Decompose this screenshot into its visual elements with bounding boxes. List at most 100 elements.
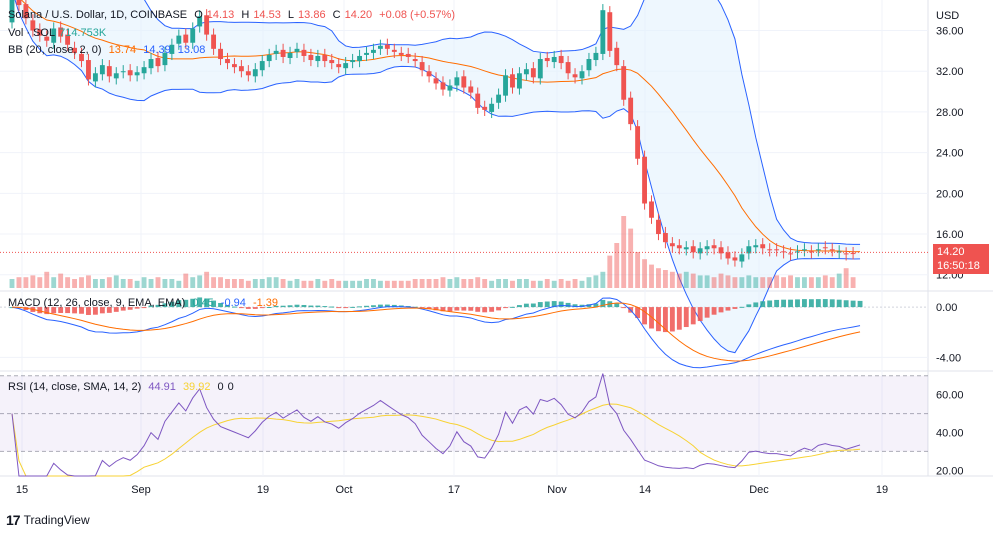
macd-hist-bar	[377, 304, 383, 308]
volume-bar	[551, 280, 557, 288]
volume-bar	[197, 275, 203, 288]
volume-bar	[517, 279, 522, 288]
time-label: 14	[639, 484, 651, 496]
price-tick-label: 28.00	[936, 107, 964, 119]
volume-bar	[510, 280, 515, 288]
volume-bar	[79, 277, 84, 288]
candle-body	[405, 53, 411, 57]
candle-body	[725, 252, 731, 259]
macd-hist-bar	[301, 304, 307, 308]
macd-hist-bar	[364, 305, 369, 308]
candle-body	[218, 48, 223, 60]
macd-hist-bar	[176, 300, 182, 308]
macd-hist-bar	[482, 307, 488, 313]
volume-bar	[544, 279, 550, 288]
time-axis: 15 Sep 19 Oct 17 Nov 14 Dec 19	[16, 484, 888, 496]
candle-body	[454, 77, 460, 86]
macd-hist-bar	[58, 307, 64, 313]
candle-body	[211, 34, 217, 49]
volume-bar	[683, 271, 689, 288]
candle-body	[475, 93, 481, 108]
macd-hist-bar	[593, 303, 599, 308]
macd-hist-bar	[537, 302, 543, 308]
candle-body	[398, 52, 404, 55]
volume-bar	[218, 277, 223, 288]
candle-body	[850, 253, 856, 255]
candle-body	[322, 54, 328, 62]
price-tick-label: 16.00	[936, 229, 964, 241]
bb-upper-value: 14.39	[143, 44, 171, 56]
candle-body	[377, 45, 383, 49]
candle-body	[537, 59, 543, 79]
candle-body	[788, 253, 793, 255]
candle-body	[635, 126, 641, 159]
volume-bar	[232, 279, 237, 288]
macd-line	[11, 297, 861, 369]
macd-hist-bar	[725, 307, 731, 311]
candle-body	[294, 48, 300, 52]
volume-bar	[51, 277, 57, 288]
candle-body	[384, 44, 390, 49]
macd-hist-bar	[697, 307, 703, 322]
volume-bar	[537, 280, 543, 288]
candle-body	[642, 156, 647, 204]
volume-bar	[398, 280, 404, 288]
high-value: 14.53	[253, 9, 281, 21]
volume-bar	[301, 280, 307, 288]
volume-bar	[238, 279, 244, 288]
macd-tick-label: -4.00	[936, 352, 961, 364]
macd-hist-bar	[419, 307, 425, 309]
volume-bar	[245, 280, 251, 288]
candle-body	[58, 27, 64, 37]
macd-hist-bar	[461, 307, 467, 311]
candle-body	[496, 94, 502, 103]
macd-hist-bar	[767, 300, 773, 308]
volume-bar	[266, 277, 272, 288]
macd-hist-bar	[732, 307, 738, 309]
volume-bar	[433, 279, 439, 288]
macd-hist-bar	[384, 304, 390, 308]
volume-bar	[656, 268, 661, 288]
bb-lower-value: 13.08	[177, 44, 206, 56]
bb-basis-value: 13.74	[108, 44, 137, 56]
candle-body	[245, 71, 251, 76]
macd-hist-bar	[169, 301, 175, 308]
candle-body	[468, 86, 474, 93]
macd-hist-bar	[781, 299, 787, 308]
rsi-band	[0, 375, 928, 452]
volume-bar	[72, 279, 77, 288]
candle-body	[287, 52, 293, 58]
candle-body	[690, 246, 696, 253]
macd-hist-bar	[329, 306, 335, 308]
macd-hist-bar	[273, 305, 279, 308]
candle-body	[683, 247, 689, 250]
macd-hist-bar	[718, 307, 724, 313]
time-label: 19	[257, 484, 269, 496]
macd-hist-bar	[676, 307, 682, 330]
macd-hist-bar	[106, 307, 112, 313]
macd-hist-bar	[739, 306, 745, 308]
candle-body	[391, 49, 397, 52]
candle-body	[308, 54, 314, 61]
rsi-ma-value: 39.92	[182, 381, 211, 393]
macd-hist-bar	[141, 307, 147, 309]
tradingview-logo-icon: 17	[6, 512, 21, 528]
candle-body	[315, 55, 321, 62]
volume-bar	[628, 228, 634, 288]
volume-bar	[58, 273, 64, 288]
candle-body	[510, 74, 515, 88]
rsi-tick-label: 40.00	[936, 428, 964, 440]
candle-body	[16, 0, 22, 6]
volume-bar	[86, 275, 91, 288]
macd-hist-bar	[669, 307, 675, 332]
volume-bar	[572, 279, 578, 288]
macd-hist-bar	[468, 307, 474, 311]
tradingview-brand[interactable]: 17 TradingView	[6, 512, 90, 528]
volume-bar	[412, 279, 418, 288]
candle-body	[336, 64, 342, 68]
volume-bar	[99, 279, 105, 288]
candle-body	[183, 34, 189, 43]
volume-bar	[676, 273, 682, 288]
volume-bar	[16, 277, 22, 288]
